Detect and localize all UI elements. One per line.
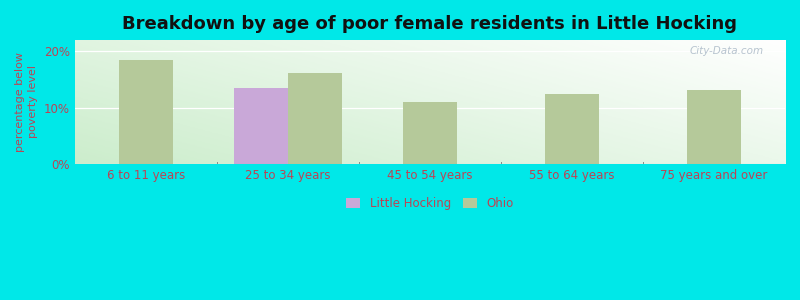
Bar xyxy=(687,90,741,164)
Bar xyxy=(288,73,342,164)
Title: Breakdown by age of poor female residents in Little Hocking: Breakdown by age of poor female resident… xyxy=(122,15,738,33)
Text: City-Data.com: City-Data.com xyxy=(690,46,764,56)
Legend: Little Hocking, Ohio: Little Hocking, Ohio xyxy=(346,197,514,210)
Bar xyxy=(545,94,599,164)
Bar xyxy=(234,88,288,164)
Bar xyxy=(118,60,173,164)
Bar xyxy=(403,102,457,164)
Y-axis label: percentage below
poverty level: percentage below poverty level xyxy=(15,52,38,152)
